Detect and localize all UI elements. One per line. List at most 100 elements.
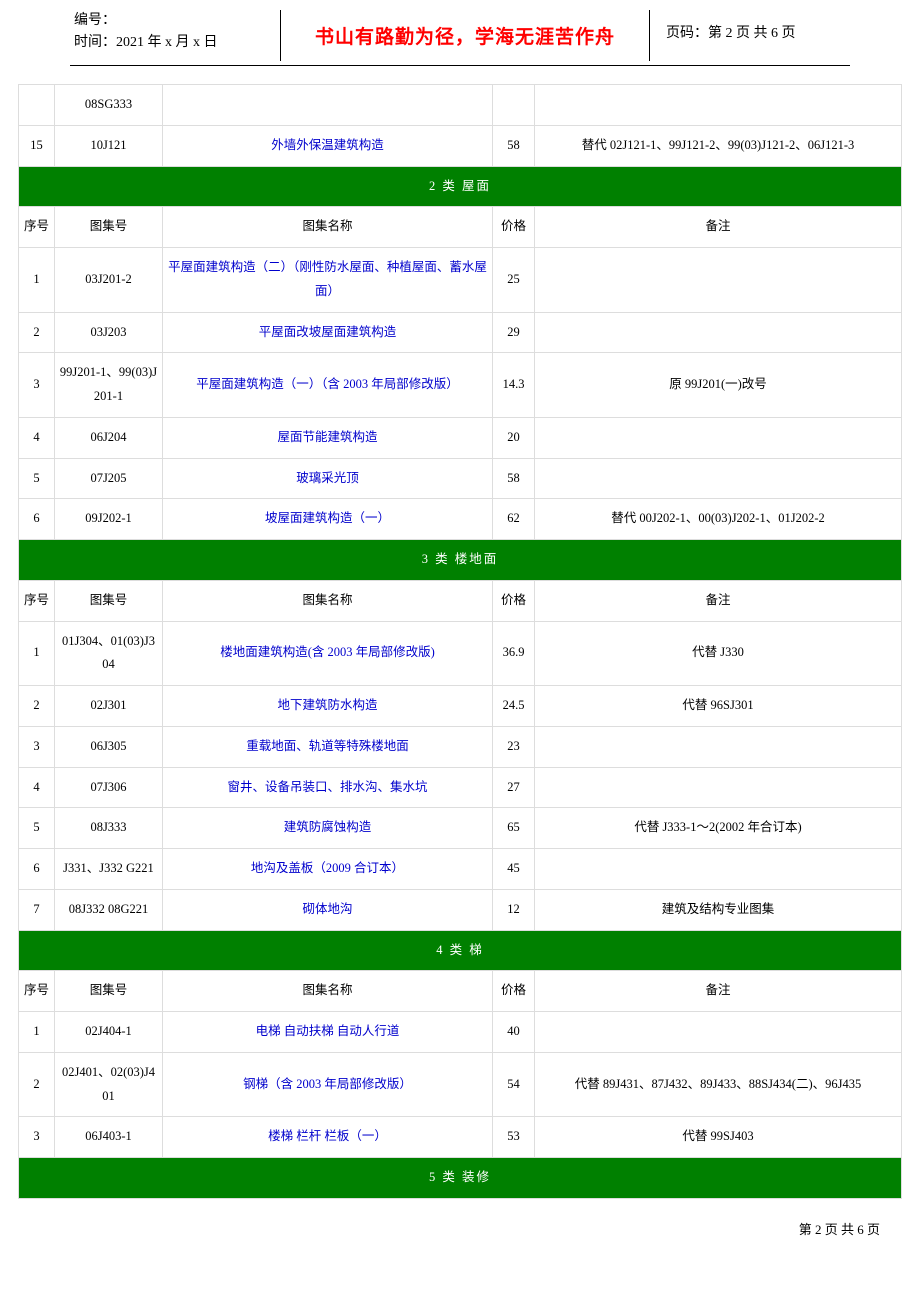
column-header-row: 序号图集号图集名称价格备注 bbox=[19, 971, 902, 1012]
code-cell: 06J204 bbox=[55, 417, 163, 458]
name-cell[interactable]: 砌体地沟 bbox=[163, 889, 493, 930]
price-cell: 12 bbox=[493, 889, 535, 930]
category-title: 3 类 楼地面 bbox=[19, 540, 902, 581]
price-cell: 53 bbox=[493, 1117, 535, 1158]
seq-cell: 1 bbox=[19, 621, 55, 686]
atlas-link[interactable]: 钢梯（含 2003 年局部修改版） bbox=[243, 1077, 412, 1091]
column-header-code: 图集号 bbox=[55, 971, 163, 1012]
seq-cell: 6 bbox=[19, 499, 55, 540]
price-cell: 58 bbox=[493, 458, 535, 499]
table-row: 399J201-1、99(03)J201-1平屋面建筑构造（一）（含 2003 … bbox=[19, 353, 902, 418]
name-cell[interactable]: 坡屋面建筑构造（一） bbox=[163, 499, 493, 540]
price-cell: 20 bbox=[493, 417, 535, 458]
column-header-seq: 序号 bbox=[19, 971, 55, 1012]
atlas-link[interactable]: 楼梯 栏杆 栏板（一） bbox=[268, 1129, 387, 1143]
atlas-link[interactable]: 玻璃采光顶 bbox=[296, 471, 359, 485]
seq-cell: 3 bbox=[19, 353, 55, 418]
price-cell: 45 bbox=[493, 849, 535, 890]
atlas-link[interactable]: 楼地面建筑构造(含 2003 年局部修改版) bbox=[220, 645, 435, 659]
atlas-link[interactable]: 窗井、设备吊装口、排水沟、集水坑 bbox=[227, 780, 427, 794]
table-row: 202J401、02(03)J401钢梯（含 2003 年局部修改版）54代替 … bbox=[19, 1052, 902, 1117]
atlas-link[interactable]: 平屋面建筑构造（二）（刚性防水屋面、种植屋面、蓄水屋面） bbox=[168, 260, 487, 298]
column-header-row: 序号图集号图集名称价格备注 bbox=[19, 580, 902, 621]
name-cell[interactable]: 地下建筑防水构造 bbox=[163, 686, 493, 727]
table-row: 08SG333 bbox=[19, 85, 902, 126]
remark-cell: 代替 96SJ301 bbox=[535, 686, 902, 727]
table-row: 102J404-1电梯 自动扶梯 自动人行道40 bbox=[19, 1012, 902, 1053]
category-header: 5 类 装修 bbox=[19, 1158, 902, 1199]
name-cell[interactable]: 重载地面、轨道等特殊楼地面 bbox=[163, 726, 493, 767]
price-cell: 24.5 bbox=[493, 686, 535, 727]
code-cell: 02J401、02(03)J401 bbox=[55, 1052, 163, 1117]
code-cell: 01J304、01(03)J304 bbox=[55, 621, 163, 686]
code-cell: J331、J332 G221 bbox=[55, 849, 163, 890]
price-cell: 40 bbox=[493, 1012, 535, 1053]
code-cell: 08J332 08G221 bbox=[55, 889, 163, 930]
name-cell[interactable]: 平屋面改坡屋面建筑构造 bbox=[163, 312, 493, 353]
price-cell: 23 bbox=[493, 726, 535, 767]
seq-cell: 6 bbox=[19, 849, 55, 890]
table-row: 103J201-2平屋面建筑构造（二）（刚性防水屋面、种植屋面、蓄水屋面）25 bbox=[19, 248, 902, 313]
seq-cell: 5 bbox=[19, 808, 55, 849]
remark-cell bbox=[535, 85, 902, 126]
seq-cell: 2 bbox=[19, 686, 55, 727]
name-cell[interactable]: 外墙外保温建筑构造 bbox=[163, 125, 493, 166]
remark-cell: 替代 00J202-1、00(03)J202-1、01J202-2 bbox=[535, 499, 902, 540]
doc-time: 时间：2021 年 x 月 x 日 bbox=[74, 32, 280, 54]
page-header: 编号： 时间：2021 年 x 月 x 日 书山有路勤为径，学海无涯苦作舟 页码… bbox=[70, 0, 850, 66]
name-cell[interactable]: 地沟及盖板（2009 合订本） bbox=[163, 849, 493, 890]
atlas-link[interactable]: 平屋面改坡屋面建筑构造 bbox=[259, 325, 397, 339]
seq-cell: 1 bbox=[19, 1012, 55, 1053]
column-header-remark: 备注 bbox=[535, 207, 902, 248]
price-cell: 27 bbox=[493, 767, 535, 808]
price-cell: 62 bbox=[493, 499, 535, 540]
name-cell[interactable]: 屋面节能建筑构造 bbox=[163, 417, 493, 458]
name-cell[interactable]: 窗井、设备吊装口、排水沟、集水坑 bbox=[163, 767, 493, 808]
remark-cell: 代替 89J431、87J432、89J433、88SJ434(二)、96J43… bbox=[535, 1052, 902, 1117]
atlas-link[interactable]: 电梯 自动扶梯 自动人行道 bbox=[256, 1024, 400, 1038]
seq-cell: 3 bbox=[19, 726, 55, 767]
name-cell[interactable]: 楼地面建筑构造(含 2003 年局部修改版) bbox=[163, 621, 493, 686]
table-row: 708J332 08G221砌体地沟12建筑及结构专业图集 bbox=[19, 889, 902, 930]
remark-cell: 代替 99SJ403 bbox=[535, 1117, 902, 1158]
name-cell[interactable]: 楼梯 栏杆 栏板（一） bbox=[163, 1117, 493, 1158]
atlas-link[interactable]: 屋面节能建筑构造 bbox=[277, 430, 377, 444]
code-cell: 08SG333 bbox=[55, 85, 163, 126]
atlas-link[interactable]: 砌体地沟 bbox=[302, 902, 352, 916]
name-cell[interactable]: 平屋面建筑构造（一）（含 2003 年局部修改版） bbox=[163, 353, 493, 418]
remark-cell: 原 99J201(一)改号 bbox=[535, 353, 902, 418]
atlas-link[interactable]: 重载地面、轨道等特殊楼地面 bbox=[246, 739, 409, 753]
column-header-name: 图集名称 bbox=[163, 207, 493, 248]
column-header-code: 图集号 bbox=[55, 580, 163, 621]
name-cell[interactable]: 电梯 自动扶梯 自动人行道 bbox=[163, 1012, 493, 1053]
atlas-link[interactable]: 坡屋面建筑构造（一） bbox=[265, 511, 390, 525]
table-row: 609J202-1坡屋面建筑构造（一）62替代 00J202-1、00(03)J… bbox=[19, 499, 902, 540]
remark-cell: 代替 J330 bbox=[535, 621, 902, 686]
code-cell: 08J333 bbox=[55, 808, 163, 849]
table-row: 508J333建筑防腐蚀构造65代替 J333-1～2(2002 年合订本) bbox=[19, 808, 902, 849]
code-cell: 10J121 bbox=[55, 125, 163, 166]
data-table: 08SG3331510J121外墙外保温建筑构造58替代 02J121-1、99… bbox=[18, 84, 902, 1199]
code-cell: 02J301 bbox=[55, 686, 163, 727]
seq-cell: 4 bbox=[19, 417, 55, 458]
name-cell[interactable]: 钢梯（含 2003 年局部修改版） bbox=[163, 1052, 493, 1117]
atlas-link[interactable]: 地沟及盖板（2009 合订本） bbox=[251, 861, 404, 875]
atlas-link[interactable]: 外墙外保温建筑构造 bbox=[271, 138, 384, 152]
seq-cell: 1 bbox=[19, 248, 55, 313]
code-cell: 03J201-2 bbox=[55, 248, 163, 313]
header-page: 页码：第 2 页 共 6 页 bbox=[650, 10, 850, 61]
name-cell[interactable]: 平屋面建筑构造（二）（刚性防水屋面、种植屋面、蓄水屋面） bbox=[163, 248, 493, 313]
name-cell[interactable]: 玻璃采光顶 bbox=[163, 458, 493, 499]
atlas-link[interactable]: 地下建筑防水构造 bbox=[277, 698, 377, 712]
name-cell[interactable]: 建筑防腐蚀构造 bbox=[163, 808, 493, 849]
remark-cell: 建筑及结构专业图集 bbox=[535, 889, 902, 930]
category-header: 3 类 楼地面 bbox=[19, 540, 902, 581]
column-header-price: 价格 bbox=[493, 207, 535, 248]
header-left: 编号： 时间：2021 年 x 月 x 日 bbox=[70, 10, 280, 61]
atlas-link[interactable]: 平屋面建筑构造（一）（含 2003 年局部修改版） bbox=[196, 377, 459, 391]
remark-cell bbox=[535, 312, 902, 353]
price-cell: 29 bbox=[493, 312, 535, 353]
atlas-link[interactable]: 建筑防腐蚀构造 bbox=[284, 820, 372, 834]
remark-cell bbox=[535, 849, 902, 890]
table-row: 406J204 屋面节能建筑构造 20 bbox=[19, 417, 902, 458]
